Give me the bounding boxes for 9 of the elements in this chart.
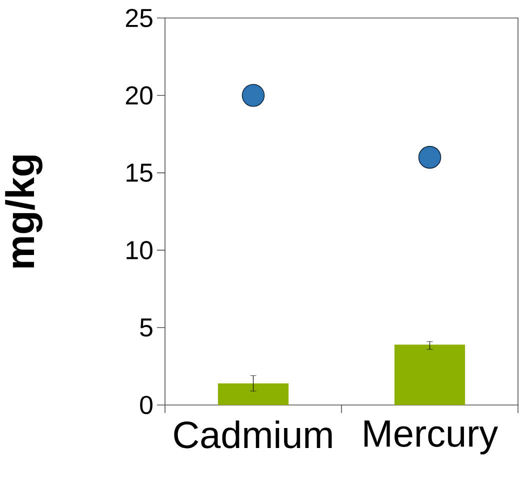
y-axis-title: mg/kg (5, 155, 42, 268)
x-tick-label: Mercury (364, 420, 498, 454)
y-tick-label: 10 (126, 241, 152, 260)
y-tick-label: 15 (126, 164, 152, 182)
y-tick-label: 5 (140, 318, 152, 337)
x-tick-label: Cadmium (174, 420, 332, 448)
y-tick-label: 20 (126, 86, 152, 105)
y-tick-label: 25 (126, 8, 152, 28)
y-tick-label: 0 (140, 396, 152, 414)
